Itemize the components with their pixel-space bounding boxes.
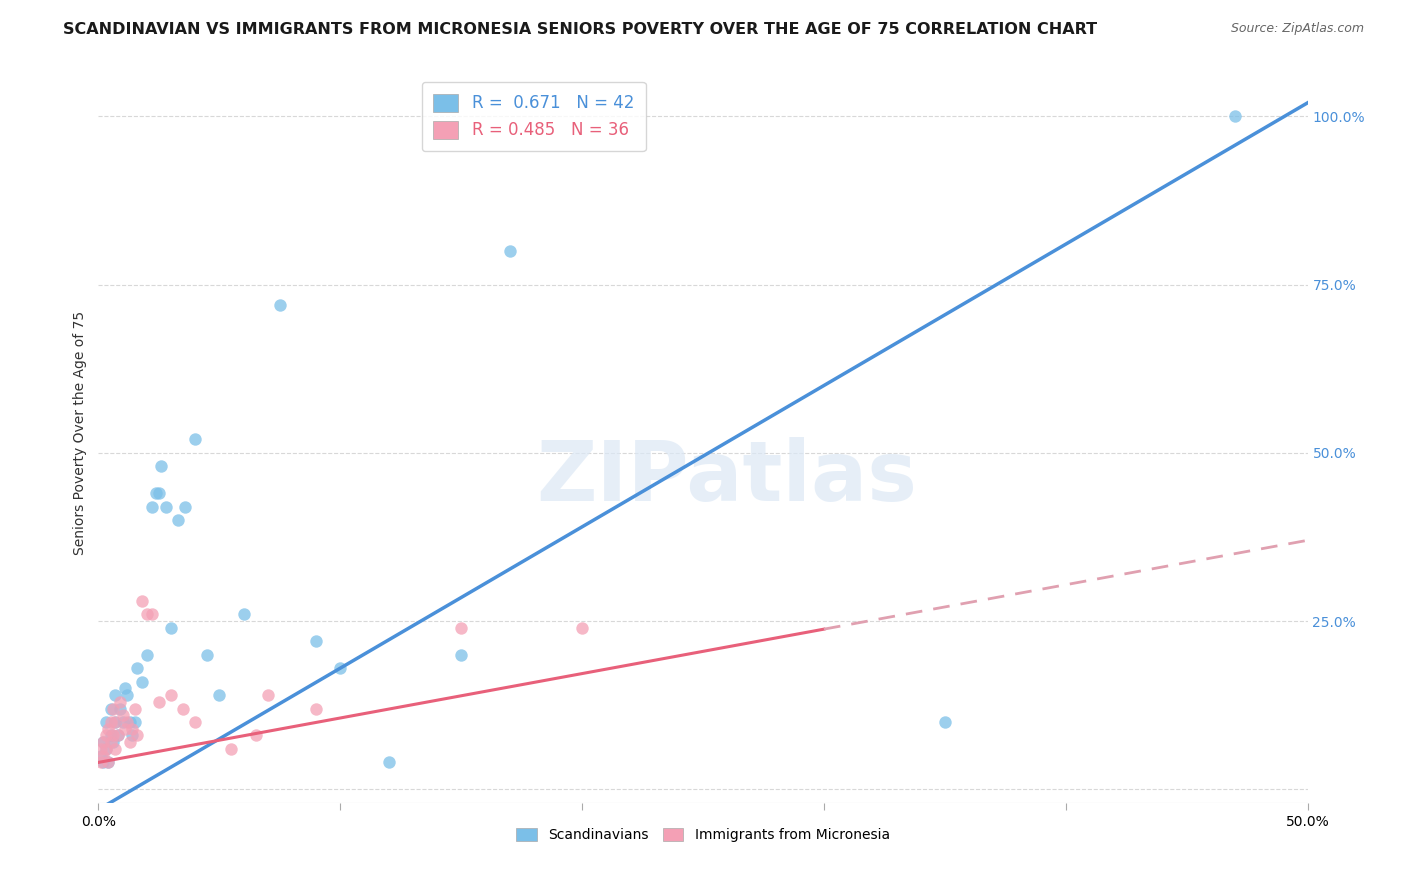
Point (172, 701, 194, 715)
Point (91, 756, 114, 770)
Point (108, 701, 131, 715)
Point (124, 714, 146, 729)
Point (114, 722, 136, 736)
Point (498, 244, 520, 258)
Point (184, 714, 207, 729)
Point (107, 729, 129, 743)
Point (121, 729, 143, 743)
Point (100, 729, 122, 743)
Point (97, 722, 120, 736)
Point (101, 729, 124, 743)
Point (114, 681, 136, 696)
Point (91, 735, 114, 749)
Point (104, 714, 127, 729)
Point (104, 742, 127, 756)
Point (94, 742, 117, 756)
Point (101, 701, 124, 715)
Point (90, 742, 112, 756)
Point (148, 695, 170, 709)
Point (184, 433, 207, 447)
Text: SCANDINAVIAN VS IMMIGRANTS FROM MICRONESIA SENIORS POVERTY OVER THE AGE OF 75 CO: SCANDINAVIAN VS IMMIGRANTS FROM MICRONES… (63, 22, 1098, 37)
Point (124, 701, 146, 715)
Point (90, 748, 112, 763)
Point (118, 714, 141, 729)
Point (94, 742, 117, 756)
Point (305, 701, 328, 715)
Point (117, 714, 139, 729)
Text: ZIPatlas: ZIPatlas (537, 436, 918, 517)
Point (329, 661, 352, 675)
Point (160, 621, 183, 635)
Point (195, 648, 218, 662)
Point (160, 688, 183, 702)
Legend: Scandinavians, Immigrants from Micronesia: Scandinavians, Immigrants from Micronesi… (510, 822, 896, 847)
Text: Source: ZipAtlas.com: Source: ZipAtlas.com (1230, 22, 1364, 36)
Point (934, 714, 956, 729)
Point (104, 688, 127, 702)
Point (377, 756, 399, 770)
Point (100, 735, 122, 749)
Point (127, 729, 149, 743)
Point (90, 756, 112, 770)
Point (571, 621, 593, 635)
Point (145, 486, 167, 500)
Point (91, 735, 114, 749)
Point (150, 459, 173, 474)
Point (104, 714, 127, 729)
Point (245, 729, 267, 743)
Point (97, 756, 120, 770)
Point (155, 500, 177, 514)
Point (97, 756, 120, 770)
Point (141, 500, 163, 514)
Point (108, 695, 131, 709)
Point (131, 674, 153, 689)
Point (111, 714, 134, 729)
Point (107, 729, 129, 743)
Point (94, 714, 117, 729)
Y-axis label: Seniors Poverty Over the Age of 75: Seniors Poverty Over the Age of 75 (73, 310, 87, 555)
Point (208, 688, 231, 702)
Point (135, 607, 157, 622)
Point (221, 742, 243, 756)
Point (450, 648, 472, 662)
Point (131, 594, 153, 608)
Point (121, 722, 143, 736)
Point (111, 708, 134, 723)
Point (450, 621, 472, 635)
Point (269, 298, 291, 312)
Point (100, 714, 122, 729)
Point (141, 607, 163, 622)
Point (174, 500, 197, 514)
Point (256, 688, 278, 702)
Point (148, 486, 170, 500)
Point (91, 748, 114, 763)
Point (101, 735, 124, 749)
Point (135, 648, 157, 662)
Point (232, 607, 254, 622)
Point (167, 513, 190, 527)
Point (117, 688, 139, 702)
Point (100, 701, 122, 715)
Point (94, 729, 117, 743)
Point (118, 735, 141, 749)
Point (305, 634, 328, 648)
Point (1223, 109, 1246, 123)
Point (127, 661, 149, 675)
